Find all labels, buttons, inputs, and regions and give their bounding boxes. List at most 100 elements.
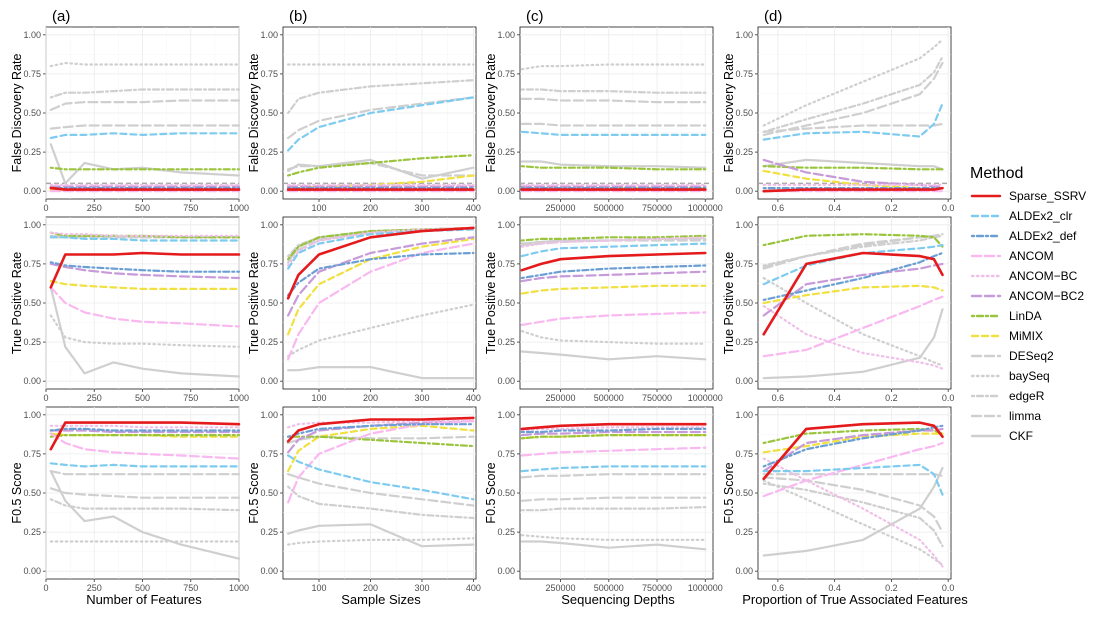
x-tick-label: 0.6 [772,393,785,403]
series-line-ckf [287,366,475,380]
y-axis-title-a-tpr: True Positive Rate [10,252,24,354]
series-line-mimix [287,424,475,473]
y-axis-title-c-fdr: False Discovery Rate [484,54,498,173]
series-line-ancom-bc [762,305,944,370]
series-line-ancom-bc2 [287,236,475,317]
y-tick-label: 1.00 [23,30,41,40]
x-tick-label: 0.6 [772,203,785,213]
series-line-edger [520,88,707,94]
y-tick-label: 0.00 [23,566,41,576]
series-line-sparse-ssrv [49,251,241,289]
series-line-edger [762,482,944,548]
y-tick-label: 0.50 [735,108,753,118]
y-tick-label: 0.00 [260,566,278,576]
y-tick-label: 1.00 [497,410,515,420]
y-axis-title-d-fdr: False Discovery Rate [722,54,736,173]
y-tick-label: 0.25 [23,527,41,537]
series-line-linda [49,166,241,171]
panel-label-a: (a) [52,8,70,25]
y-tick-label: 0.25 [23,147,41,157]
x-tick-label: 400 [466,583,481,593]
series-line-sparse-ssrv [520,422,707,431]
series-line-aldex2-clr [49,236,241,242]
series-line-edger [287,485,475,520]
x-tick-label: 250 [87,583,102,593]
y-tick-label: 1.00 [497,30,515,40]
series-line-deseq2 [49,99,241,112]
y-tick-label: 0.75 [735,449,753,459]
y-tick-label: 0.50 [497,488,515,498]
y-tick-label: 1.00 [260,220,278,230]
x-tick-label: 100 [312,583,327,593]
panel--b--fdr: 0.00 0.25 0.50 0.75 1.00 100 200 300 400 [260,26,481,213]
legend-label-limma: limma [1009,409,1041,423]
series-line-limma [762,473,944,477]
series-line-limma [520,473,707,479]
y-tick-label: 0.75 [735,259,753,269]
x-tick-label: 400 [466,393,481,403]
series-line-ancom-bc [287,226,475,267]
series-line-linda [287,154,475,177]
series-line-ancom [762,295,944,358]
x-axis-title-c: Sequencing Depths [561,592,675,607]
x-tick-label: 750000 [642,203,672,213]
series-line-aldex2-clr [762,244,944,286]
panel--a--f05: 0.00 0.25 0.50 0.75 1.00 0 250 500 750 1000 [23,406,249,593]
y-tick-label: 0.25 [735,147,753,157]
series-line-ancom-bc [520,426,707,432]
legend-title: Method [970,165,1023,182]
x-tick-label: 1000000 [688,203,723,213]
y-tick-label: 0.75 [260,69,278,79]
x-tick-label: 1000 [229,203,249,213]
y-tick-label: 0.50 [23,298,41,308]
panel--c--tpr: 0.00 0.25 0.50 0.75 1.00 250000 500000 750000 10… [497,216,723,403]
y-tick-label: 0.50 [260,298,278,308]
series-line-linda [520,234,707,242]
y-tick-label: 1.00 [23,220,41,230]
series-line-bayseq [520,534,707,542]
y-axis-title-c-tpr: True Positive Rate [484,252,498,354]
y-tick-label: 0.50 [497,108,515,118]
legend-label-ancom-bc: ANCOM−BC [1009,269,1078,283]
series-line-ancom-bc2 [762,427,944,473]
series-line-linda [287,226,475,261]
y-tick-label: 1.00 [260,410,278,420]
panel--c--fdr: 0.00 0.25 0.50 0.75 1.00 250000 500000 750000 10… [497,26,723,213]
series-line-ancom-bc [762,457,944,568]
series-line-ckf [287,523,475,548]
panel-label-c: (c) [526,8,544,25]
series-line-sparse-ssrv [286,416,475,443]
series-line-ancom [287,242,475,361]
x-axis-title-b: Sample Sizes [341,592,421,607]
series-line-aldex2-def [520,264,707,280]
x-tick-label: 0.4 [828,393,841,403]
y-tick-label: 0.00 [497,376,515,386]
x-tick-label: 0.0 [942,393,955,403]
y-axis-title-b-fdr: False Discovery Rate [247,54,261,173]
x-tick-label: 300 [414,203,429,213]
series-line-aldex2-clr [520,465,707,473]
series-line-linda [762,427,944,445]
x-tick-label: 250000 [546,203,576,213]
y-tick-label: 0.25 [497,527,515,537]
x-tick-label: 0.4 [828,583,841,593]
y-tick-label: 0.75 [23,449,41,459]
series-line-sparse-ssrv [286,226,475,300]
series-line-edger [762,234,944,267]
legend-label-linda: LinDA [1009,309,1042,323]
series-line-ckf [762,158,944,171]
legend-label-bayseq: baySeq [1009,369,1050,383]
y-tick-label: 0.75 [497,259,515,269]
x-tick-label: 500000 [594,393,624,403]
x-tick-label: 1000 [229,583,249,593]
series-line-linda [762,233,944,248]
x-tick-label: 0.0 [942,583,955,593]
series-line-linda [287,435,475,448]
series-line-edger [520,506,707,512]
series-line-aldex2-def [287,251,475,297]
series-line-bayseq [49,61,241,68]
x-tick-label: 500 [135,583,150,593]
y-tick-label: 1.00 [735,410,753,420]
y-tick-label: 0.00 [23,186,41,196]
